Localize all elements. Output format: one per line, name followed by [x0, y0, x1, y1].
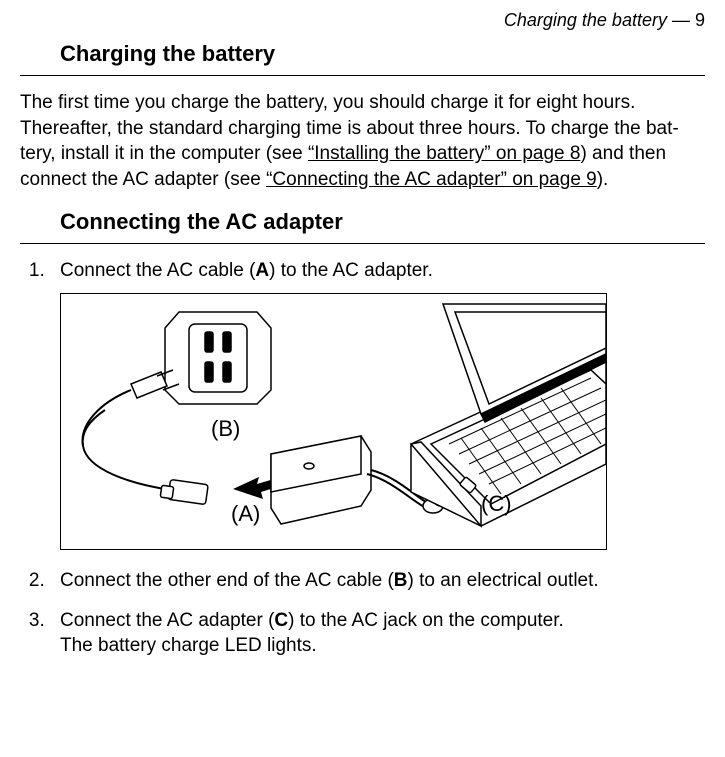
step3-text-pre: Connect the AC adapter ( [60, 610, 274, 631]
step-2: Connect the other end of the AC cable (B… [50, 568, 705, 594]
section-rule [20, 75, 705, 76]
xref-installing-battery[interactable]: “Installing the battery” on page 8 [308, 143, 581, 164]
intro-text-3: ). [597, 169, 609, 190]
callout-b: (B) [211, 414, 240, 444]
step3-label-c: C [274, 610, 288, 631]
running-header-text: Charging the battery — [504, 10, 690, 30]
step3-text-post1: ) to the AC jack on the computer. [288, 610, 564, 631]
step1-label-a: A [255, 260, 269, 281]
step1-text-post: ) to the AC adapter. [269, 260, 433, 281]
running-header: Charging the battery — 9 [20, 10, 705, 31]
callout-c: (C) [481, 489, 512, 519]
step3-text-line2: The battery charge LED lights. [60, 635, 317, 656]
section-title-charging: Charging the battery [60, 41, 705, 71]
steps-list: Connect the AC cable (A) to the AC adapt… [20, 258, 705, 660]
step-1: Connect the AC cable (A) to the AC adapt… [50, 258, 705, 551]
callout-a: (A) [231, 499, 260, 529]
adapter-diagram-svg [61, 294, 606, 549]
adapter-diagram: (B) (A) (C) [60, 293, 607, 550]
section-rule-2 [20, 243, 705, 244]
intro-paragraph: The first time you charge the battery, y… [20, 90, 705, 193]
step2-text-post: ) to an electrical outlet. [408, 570, 599, 591]
section-title-ac-adapter: Connecting the AC adapter [60, 209, 705, 239]
step2-label-b: B [394, 570, 408, 591]
step-3: Connect the AC adapter (C) to the AC jac… [50, 608, 705, 659]
step1-text-pre: Connect the AC cable ( [60, 260, 255, 281]
xref-connecting-adapter[interactable]: “Connecting the AC adapter” on page 9 [266, 169, 597, 190]
page-number: 9 [695, 10, 705, 30]
step2-text-pre: Connect the other end of the AC cable ( [60, 570, 394, 591]
